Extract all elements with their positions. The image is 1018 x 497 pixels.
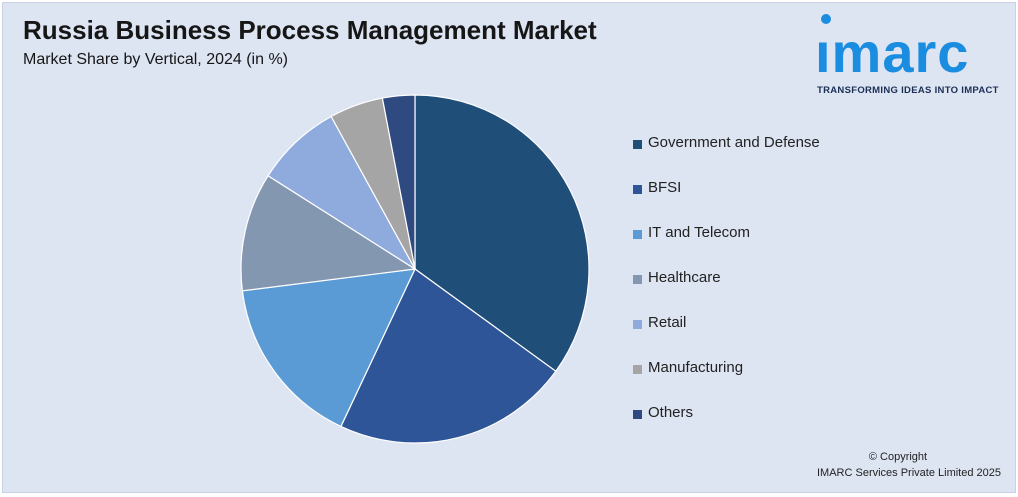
legend-label: Retail <box>648 314 687 331</box>
legend-label: BFSI <box>648 179 682 196</box>
logo-wordmark: ımarc <box>815 21 970 84</box>
pie-chart <box>240 94 590 444</box>
legend-label: Others <box>648 404 694 421</box>
pie-slice-it-and-telecom <box>241 268 417 428</box>
legend-label: Government and Defense <box>648 134 820 151</box>
chart-title: Russia Business Process Management Marke… <box>23 15 597 45</box>
legend-label: Manufacturing <box>648 359 744 376</box>
legend-label: IT and Telecom <box>648 224 751 241</box>
copyright-line-2: IMARC Services Private Limited 2025 <box>816 467 1001 479</box>
legend-swatch <box>633 365 642 374</box>
legend-item: Healthcare <box>633 267 820 312</box>
legend-item: BFSI <box>633 177 820 222</box>
chart-subtitle: Market Share by Vertical, 2024 (in %) <box>23 51 289 68</box>
legend-swatch <box>633 275 642 284</box>
legend-item: Manufacturing <box>633 357 820 402</box>
imarc-logo: ımarc TRANSFORMING IDEAS INTO IMPACT <box>815 11 1011 99</box>
legend-item: Others <box>633 402 820 447</box>
legend-item: Retail <box>633 312 820 357</box>
pie-slice-government-and-defense <box>414 94 590 373</box>
legend-swatch <box>633 140 642 149</box>
legend-swatch <box>633 185 642 194</box>
legend-item: IT and Telecom <box>633 222 820 267</box>
copyright-line-1: © Copyright <box>868 451 928 463</box>
legend-swatch <box>633 230 642 239</box>
legend-label: Healthcare <box>648 269 721 286</box>
pie-slice-healthcare <box>240 174 417 292</box>
pie-slice-others <box>381 94 416 270</box>
logo-dot-icon <box>821 14 831 24</box>
legend-swatch <box>633 320 642 329</box>
chart-legend: Government and Defense BFSI IT and Telecom… <box>633 132 820 447</box>
legend-item: Government and Defense <box>633 132 820 177</box>
legend-swatch <box>633 410 642 419</box>
copyright-notice: © Copyright IMARC Services Private Limit… <box>817 449 1001 481</box>
logo-tagline: TRANSFORMING IDEAS INTO IMPACT <box>817 85 999 96</box>
